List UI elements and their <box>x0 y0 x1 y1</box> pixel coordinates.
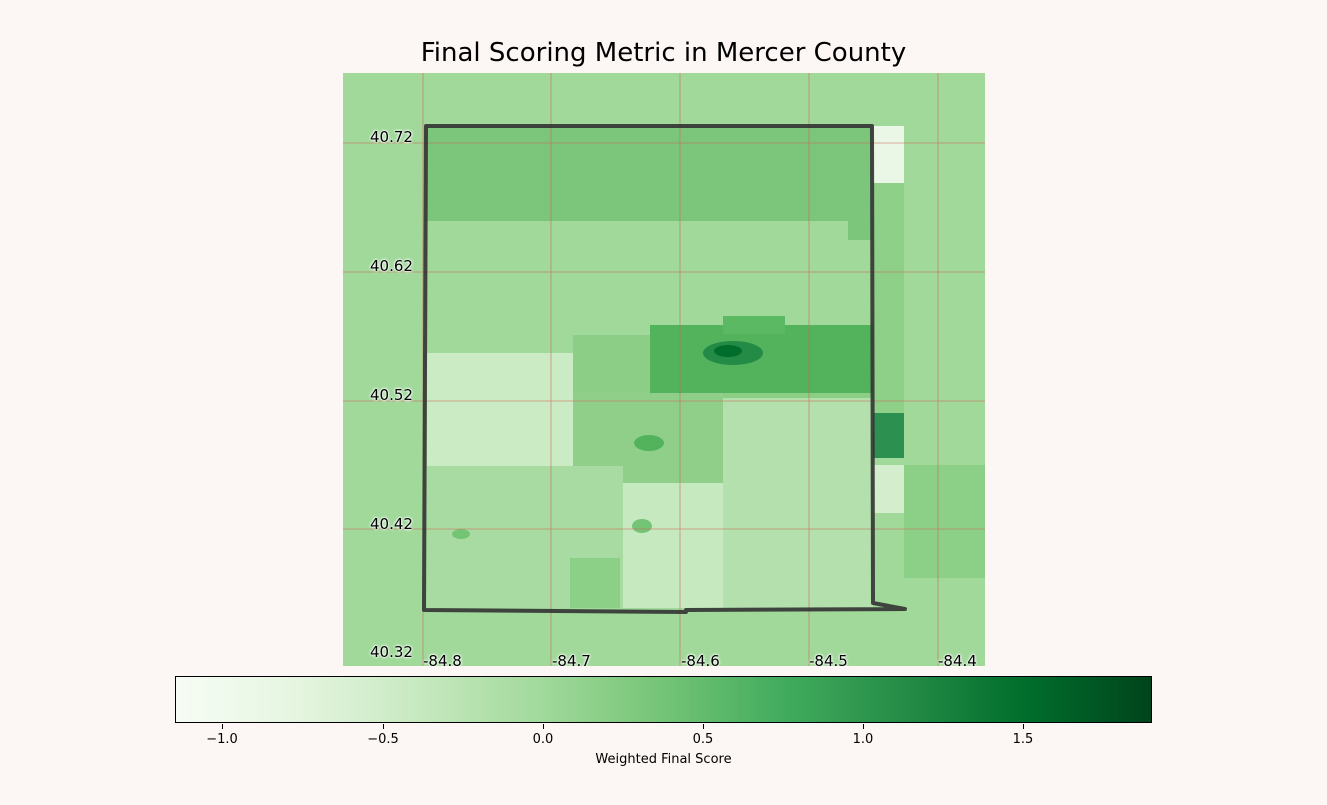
score-heatmap <box>343 73 985 666</box>
lat-label: 40.42 <box>370 515 413 533</box>
colorbar-tick-mark <box>543 724 544 729</box>
lat-label: 40.72 <box>370 128 413 146</box>
lon-label: -84.6 <box>681 652 720 670</box>
lon-label: -84.7 <box>552 652 591 670</box>
region-west-light <box>427 353 573 466</box>
colorbar-label: Weighted Final Score <box>595 752 732 767</box>
colorbar-tick-label: 0.5 <box>692 732 714 747</box>
colorbar-tick-mark <box>222 724 223 729</box>
county-boundary <box>422 124 907 614</box>
lon-label: -84.8 <box>423 652 462 670</box>
region-north-east-notch <box>848 218 873 240</box>
region-southwest-dark <box>570 558 620 608</box>
region-east-strip <box>873 183 904 423</box>
colorbar-tick-label: 0.0 <box>532 732 554 747</box>
lon-label: -84.5 <box>809 652 848 670</box>
region-north-band <box>425 126 871 221</box>
region-southeast-light <box>723 398 873 608</box>
lat-label: 40.62 <box>370 257 413 275</box>
colorbar-tick-mark <box>383 724 384 729</box>
colorbar-tick-mark <box>1023 724 1024 729</box>
spot-south <box>632 519 652 533</box>
lon-label: -84.4 <box>938 652 977 670</box>
spot-central-south <box>634 435 664 451</box>
region-east-dark <box>873 413 904 458</box>
lat-label: 40.32 <box>370 643 413 661</box>
colorbar-tick-mark <box>863 724 864 729</box>
colorbar-tick-label: −0.5 <box>367 732 399 747</box>
lat-label: 40.52 <box>370 386 413 404</box>
region-south-light <box>623 483 723 608</box>
colorbar-tick-label: 1.5 <box>1012 732 1034 747</box>
spot-southwest <box>452 529 470 539</box>
map-title: Final Scoring Metric in Mercer County <box>420 38 907 68</box>
colorbar-tick-mark <box>703 724 704 729</box>
region-east-light <box>873 465 904 513</box>
urban-hotspot-core <box>714 345 742 357</box>
region-northeast-strip <box>873 126 904 183</box>
region-central-top <box>723 316 785 334</box>
region-central-dark <box>650 325 873 393</box>
region-east-outside <box>904 465 985 578</box>
colorbar-tick-label: 1.0 <box>852 732 874 747</box>
colorbar <box>175 676 1152 723</box>
colorbar-tick-label: −1.0 <box>206 732 238 747</box>
